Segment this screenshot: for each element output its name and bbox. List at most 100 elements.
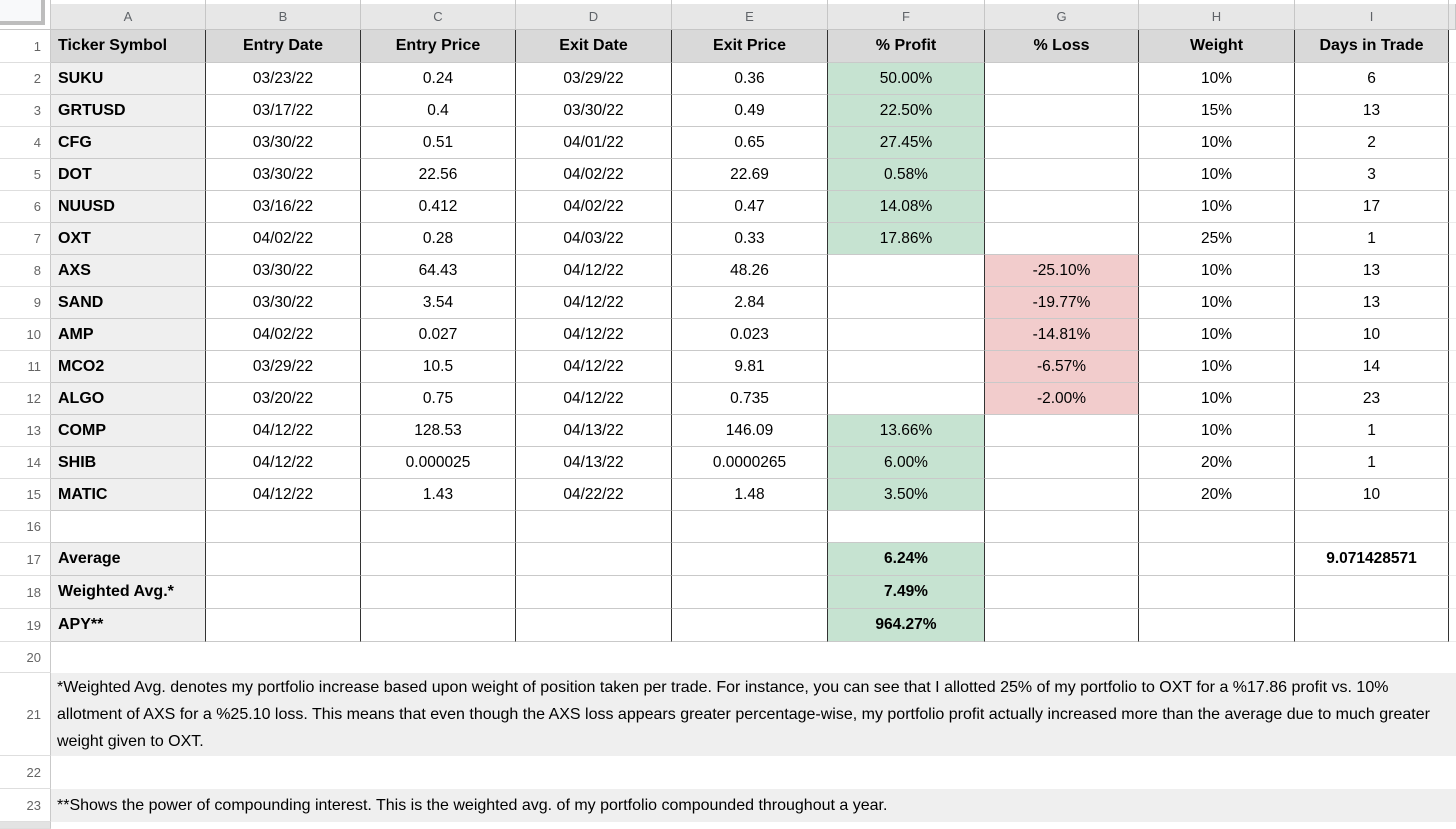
cell-H7[interactable]: 25%	[1139, 223, 1295, 255]
cell-H1[interactable]: Weight	[1139, 30, 1295, 63]
cell-A20[interactable]	[51, 642, 1456, 673]
cell-H9[interactable]: 10%	[1139, 287, 1295, 319]
cell-A17[interactable]: Average	[51, 543, 206, 576]
cell-I14[interactable]: 1	[1295, 447, 1449, 479]
cell-A9[interactable]: SAND	[51, 287, 206, 319]
cell-H15[interactable]: 20%	[1139, 479, 1295, 511]
cell-E1[interactable]: Exit Price	[672, 30, 828, 63]
row-header-13[interactable]: 13	[0, 415, 51, 447]
cell-G6[interactable]	[985, 191, 1139, 223]
cell-A19[interactable]: APY**	[51, 609, 206, 642]
cell-H2[interactable]: 10%	[1139, 63, 1295, 95]
cell-G12[interactable]: -2.00%	[985, 383, 1139, 415]
cell-B16[interactable]	[206, 511, 361, 543]
cell-E11[interactable]: 9.81	[672, 351, 828, 383]
cell-F5[interactable]: 0.58%	[828, 159, 985, 191]
cell-D16[interactable]	[516, 511, 672, 543]
cell-B19[interactable]	[206, 609, 361, 642]
cell-E19[interactable]	[672, 609, 828, 642]
cell-F18[interactable]: 7.49%	[828, 576, 985, 609]
row-header-14[interactable]: 14	[0, 447, 51, 479]
row-header-15[interactable]: 15	[0, 479, 51, 511]
select-all-corner[interactable]	[0, 0, 45, 25]
cell-F13[interactable]: 13.66%	[828, 415, 985, 447]
cell-D10[interactable]: 04/12/22	[516, 319, 672, 351]
cell-A22[interactable]	[51, 756, 1456, 789]
cell-H8[interactable]: 10%	[1139, 255, 1295, 287]
cell-I7[interactable]: 1	[1295, 223, 1449, 255]
row-header-3[interactable]: 3	[0, 95, 51, 127]
cell-D2[interactable]: 03/29/22	[516, 63, 672, 95]
cell-A11[interactable]: MCO2	[51, 351, 206, 383]
cell-G9[interactable]: -19.77%	[985, 287, 1139, 319]
cell-D14[interactable]: 04/13/22	[516, 447, 672, 479]
col-header-D[interactable]: D	[516, 4, 672, 30]
cell-I18[interactable]	[1295, 576, 1449, 609]
cell-E12[interactable]: 0.735	[672, 383, 828, 415]
cell-B3[interactable]: 03/17/22	[206, 95, 361, 127]
cell-H19[interactable]	[1139, 609, 1295, 642]
cell-G7[interactable]	[985, 223, 1139, 255]
cell-A21[interactable]: *Weighted Avg. denotes my portfolio incr…	[51, 673, 1456, 756]
cell-D11[interactable]: 04/12/22	[516, 351, 672, 383]
cell-F15[interactable]: 3.50%	[828, 479, 985, 511]
row-header-20[interactable]: 20	[0, 642, 51, 673]
cell-E14[interactable]: 0.0000265	[672, 447, 828, 479]
cell-H12[interactable]: 10%	[1139, 383, 1295, 415]
cell-D1[interactable]: Exit Date	[516, 30, 672, 63]
cell-F10[interactable]	[828, 319, 985, 351]
cell-C9[interactable]: 3.54	[361, 287, 516, 319]
row-header-18[interactable]: 18	[0, 576, 51, 609]
cell-G8[interactable]: -25.10%	[985, 255, 1139, 287]
cell-H13[interactable]: 10%	[1139, 415, 1295, 447]
row-header-11[interactable]: 11	[0, 351, 51, 383]
cell-G5[interactable]	[985, 159, 1139, 191]
cell-E18[interactable]	[672, 576, 828, 609]
cell-B14[interactable]: 04/12/22	[206, 447, 361, 479]
cell-G16[interactable]	[985, 511, 1139, 543]
row-header-8[interactable]: 8	[0, 255, 51, 287]
cell-I10[interactable]: 10	[1295, 319, 1449, 351]
cell-A7[interactable]: OXT	[51, 223, 206, 255]
cell-F14[interactable]: 6.00%	[828, 447, 985, 479]
cell-F19[interactable]: 964.27%	[828, 609, 985, 642]
cell-D17[interactable]	[516, 543, 672, 576]
cell-A14[interactable]: SHIB	[51, 447, 206, 479]
cell-E8[interactable]: 48.26	[672, 255, 828, 287]
cell-B1[interactable]: Entry Date	[206, 30, 361, 63]
cell-H16[interactable]	[1139, 511, 1295, 543]
cell-A4[interactable]: CFG	[51, 127, 206, 159]
cell-B9[interactable]: 03/30/22	[206, 287, 361, 319]
cell-I5[interactable]: 3	[1295, 159, 1449, 191]
cell-G15[interactable]	[985, 479, 1139, 511]
cell-F11[interactable]	[828, 351, 985, 383]
cell-C1[interactable]: Entry Price	[361, 30, 516, 63]
cell-D13[interactable]: 04/13/22	[516, 415, 672, 447]
cell-I17[interactable]: 9.071428571	[1295, 543, 1449, 576]
cell-F4[interactable]: 27.45%	[828, 127, 985, 159]
cell-E3[interactable]: 0.49	[672, 95, 828, 127]
cell-C12[interactable]: 0.75	[361, 383, 516, 415]
cell-I12[interactable]: 23	[1295, 383, 1449, 415]
cell-A12[interactable]: ALGO	[51, 383, 206, 415]
cell-C8[interactable]: 64.43	[361, 255, 516, 287]
cell-D12[interactable]: 04/12/22	[516, 383, 672, 415]
cell-I19[interactable]	[1295, 609, 1449, 642]
row-header-23[interactable]: 23	[0, 789, 51, 822]
cell-G3[interactable]	[985, 95, 1139, 127]
cell-D3[interactable]: 03/30/22	[516, 95, 672, 127]
cell-A23[interactable]: **Shows the power of compounding interes…	[51, 789, 1456, 822]
cell-C7[interactable]: 0.28	[361, 223, 516, 255]
cell-A15[interactable]: MATIC	[51, 479, 206, 511]
cell-E15[interactable]: 1.48	[672, 479, 828, 511]
cell-F3[interactable]: 22.50%	[828, 95, 985, 127]
cell-A10[interactable]: AMP	[51, 319, 206, 351]
cell-H5[interactable]: 10%	[1139, 159, 1295, 191]
cell-B10[interactable]: 04/02/22	[206, 319, 361, 351]
cell-F2[interactable]: 50.00%	[828, 63, 985, 95]
row-header-21[interactable]: 21	[0, 673, 51, 756]
cell-I4[interactable]: 2	[1295, 127, 1449, 159]
row-header-12[interactable]: 12	[0, 383, 51, 415]
cell-C11[interactable]: 10.5	[361, 351, 516, 383]
cell-I16[interactable]	[1295, 511, 1449, 543]
